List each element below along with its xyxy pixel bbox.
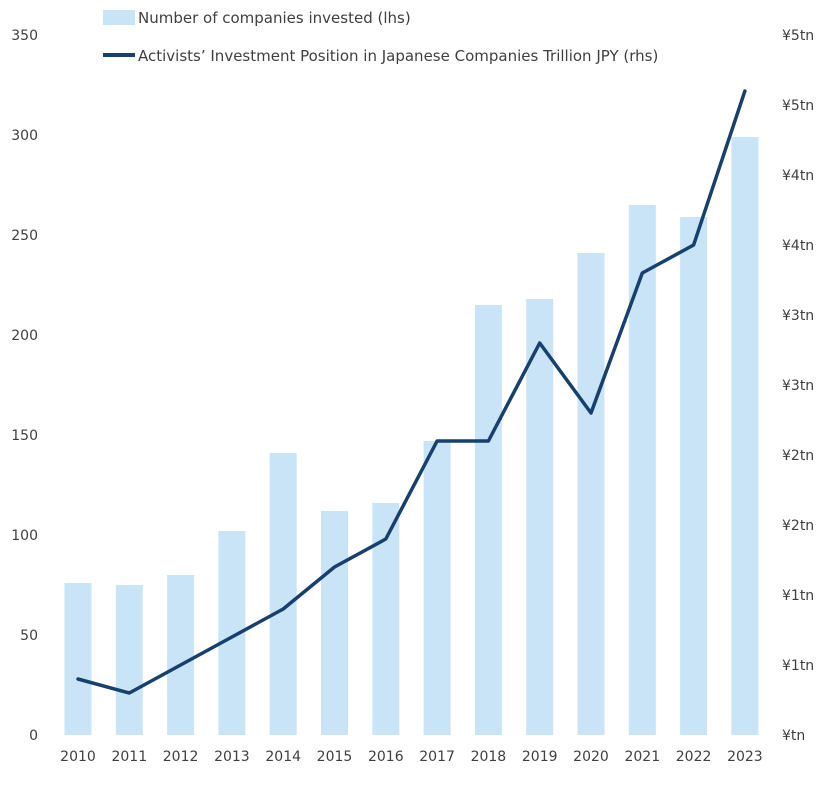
x-axis: 2010 2011 2012 2013 2014 2015 2016 2017 2018 2019…: [60, 749, 763, 765]
right-tick-label: ¥2tn: [782, 448, 814, 464]
position-line: [76, 89, 747, 695]
bar-2019: [526, 299, 554, 735]
left-tick-label: 200: [11, 328, 38, 344]
bar-2021: [628, 205, 656, 735]
bar-2022: [680, 217, 708, 735]
legend-swatch-companies: [103, 10, 135, 25]
x-tick-label: 2022: [676, 749, 712, 765]
bar-2023: [731, 137, 759, 735]
line-series: [76, 89, 747, 695]
x-tick-label: 2020: [573, 749, 609, 765]
right-tick-label: ¥1tn: [782, 588, 814, 604]
bar-2014: [269, 453, 297, 735]
legend: Number of companies invested (lhs) Activ…: [103, 9, 658, 65]
right-tick-label: ¥tn: [782, 728, 805, 744]
legend-label-position: Activists’ Investment Position in Japane…: [138, 47, 658, 65]
bar-2017: [423, 441, 451, 735]
bar-2020: [577, 253, 605, 735]
left-tick-label: 300: [11, 128, 38, 144]
left-tick-label: 100: [11, 528, 38, 544]
right-tick-label: ¥4tn: [782, 168, 814, 184]
x-tick-label: 2023: [727, 749, 763, 765]
left-tick-label: 50: [20, 628, 38, 644]
left-tick-label: 0: [29, 728, 38, 744]
right-tick-label: ¥5tn: [782, 28, 814, 44]
x-tick-label: 2011: [111, 749, 147, 765]
left-tick-label: 150: [11, 428, 38, 444]
x-tick-label: 2016: [368, 749, 404, 765]
x-tick-label: 2019: [522, 749, 558, 765]
x-tick-label: 2021: [624, 749, 660, 765]
bar-2012: [167, 575, 195, 735]
bar-2016: [372, 503, 400, 735]
bar-series: [64, 137, 759, 735]
right-tick-label: ¥4tn: [782, 238, 814, 254]
right-axis: ¥tn ¥1tn ¥1tn ¥2tn ¥2tn ¥3tn ¥3tn ¥4tn ¥4tn ¥5tn ¥…: [782, 28, 814, 744]
left-tick-label: 350: [11, 28, 38, 44]
bar-2015: [321, 511, 348, 735]
x-tick-label: 2010: [60, 749, 96, 765]
x-tick-label: 2013: [214, 749, 250, 765]
bar-2018: [474, 305, 502, 735]
x-tick-label: 2017: [419, 749, 455, 765]
x-tick-label: 2018: [471, 749, 507, 765]
right-tick-label: ¥3tn: [782, 308, 814, 324]
x-tick-label: 2015: [317, 749, 353, 765]
x-tick-label: 2014: [265, 749, 301, 765]
left-axis: 0 50 100 150 200 250 300 350: [11, 28, 38, 744]
right-tick-label: ¥3tn: [782, 378, 814, 394]
right-tick-label: ¥2tn: [782, 518, 814, 534]
x-tick-label: 2012: [163, 749, 199, 765]
bar-2010: [64, 583, 92, 735]
legend-label-companies: Number of companies invested (lhs): [138, 9, 411, 27]
right-tick-label: ¥1tn: [782, 658, 814, 674]
left-tick-label: 250: [11, 228, 38, 244]
right-tick-label: ¥5tn: [782, 98, 814, 114]
bar-2011: [115, 585, 143, 735]
